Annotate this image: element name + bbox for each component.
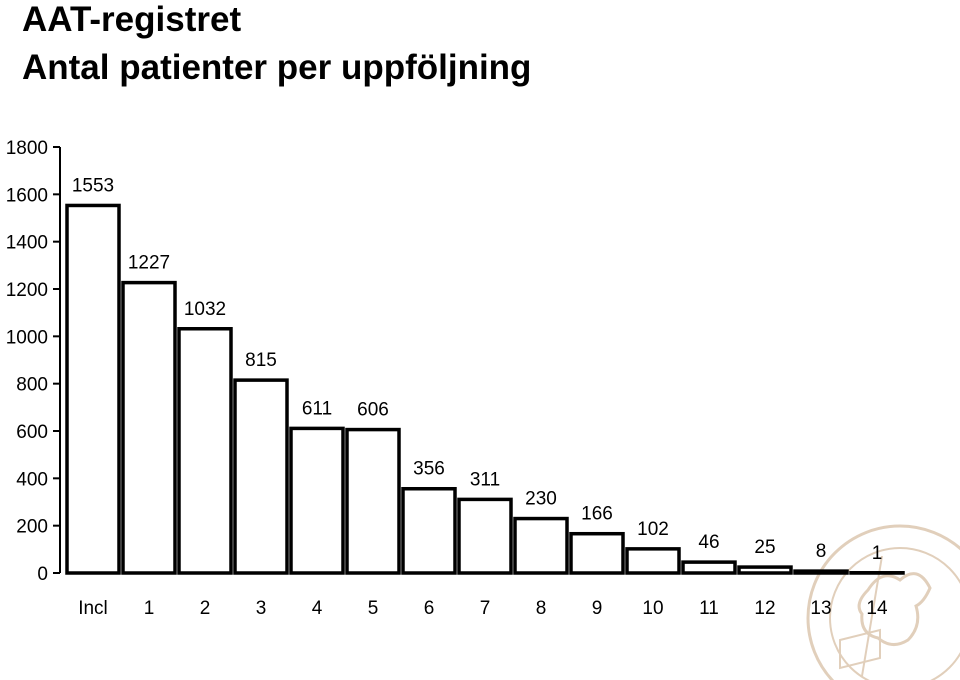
y-tick-label: 800 <box>16 375 48 396</box>
x-tick-label: 2 <box>200 598 211 619</box>
bar <box>345 427 401 575</box>
y-tick-label: 600 <box>16 422 48 443</box>
bar <box>401 486 457 575</box>
data-label: 102 <box>637 519 669 540</box>
lund-university-seal-icon <box>806 524 960 680</box>
y-tick-label: 1200 <box>6 280 48 301</box>
y-tick-label: 1400 <box>6 233 48 254</box>
chart-title: AAT-registret <box>22 0 242 39</box>
x-tick-label: 3 <box>256 598 267 619</box>
data-label: 8 <box>816 541 827 562</box>
x-tick-label: 7 <box>480 598 491 619</box>
bar <box>65 203 121 575</box>
data-label: 1032 <box>184 299 226 320</box>
data-label: 46 <box>698 532 719 553</box>
data-label: 1227 <box>128 253 170 274</box>
y-tick-label: 1800 <box>6 138 48 159</box>
data-label: 311 <box>470 469 500 490</box>
x-tick-label: 10 <box>642 598 663 619</box>
chart-subtitle: Antal patienter per uppföljning <box>22 48 532 87</box>
data-label: 25 <box>754 537 775 558</box>
x-tick-label: 14 <box>866 598 888 619</box>
x-tick-label: 5 <box>368 598 379 619</box>
axes: 0 200 400 600 800 1000 1200 1400 1600 1800 <box>6 138 61 585</box>
bar <box>513 516 569 575</box>
x-tick-label: 11 <box>699 598 719 619</box>
data-label: 611 <box>302 398 332 419</box>
bar <box>177 327 233 575</box>
x-tick-label: 1 <box>144 598 155 619</box>
bar <box>793 569 849 575</box>
data-label: 230 <box>525 489 557 510</box>
data-label: 356 <box>413 459 445 480</box>
data-label: 166 <box>581 504 613 525</box>
labels: 1553 Incl 1227 1 1032 2 815 3 611 4 606 5 356 6 311 7 23… <box>72 175 888 619</box>
bar <box>737 565 793 575</box>
x-tick-label: 8 <box>536 598 547 619</box>
y-tick-label: 1000 <box>6 327 48 348</box>
bar <box>569 531 625 575</box>
y-tick-label: 200 <box>16 517 48 538</box>
bar <box>289 426 345 575</box>
bar <box>457 497 513 575</box>
data-label: 1553 <box>72 175 114 196</box>
data-label: 815 <box>245 350 277 371</box>
x-tick-label: 9 <box>592 598 603 619</box>
x-tick-label: 6 <box>424 598 435 619</box>
y-tick-label: 0 <box>37 564 48 585</box>
y-tick-label: 1600 <box>6 185 48 206</box>
x-tick-label: 4 <box>312 598 323 619</box>
x-tick-label: Incl <box>78 598 108 619</box>
x-tick-label: 12 <box>754 598 775 619</box>
bar <box>625 547 681 575</box>
bar <box>681 560 737 575</box>
data-label: 606 <box>357 400 389 421</box>
x-tick-label: 13 <box>810 598 831 619</box>
y-tick-label: 400 <box>16 469 48 490</box>
data-label: 1 <box>872 543 883 564</box>
bars <box>65 203 905 575</box>
bar <box>233 378 289 575</box>
bar <box>121 280 177 575</box>
